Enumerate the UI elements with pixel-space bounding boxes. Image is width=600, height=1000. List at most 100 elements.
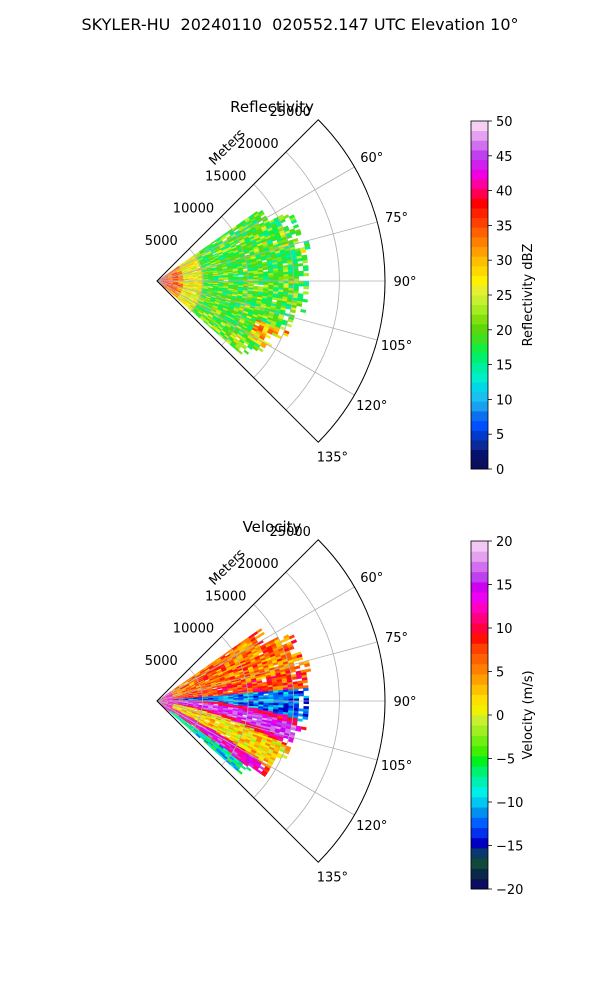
data-bin — [193, 284, 199, 287]
data-bin — [256, 240, 263, 245]
data-bin — [249, 726, 256, 730]
data-bin — [238, 671, 245, 675]
data-bin — [262, 315, 269, 320]
data-bin — [258, 693, 264, 696]
data-bin — [218, 725, 224, 730]
data-bin — [202, 709, 208, 711]
data-bin — [246, 298, 253, 302]
data-bin — [234, 756, 241, 762]
colorbar-tick-label: 25 — [496, 289, 513, 304]
data-bin — [182, 288, 188, 291]
data-bin — [187, 706, 194, 709]
data-bin — [211, 712, 218, 715]
data-bin — [253, 233, 260, 238]
data-bin — [256, 720, 262, 724]
data-bin — [234, 255, 241, 259]
data-bin — [248, 277, 254, 280]
data-bin — [234, 675, 241, 679]
data-bin — [166, 285, 172, 289]
data-bin — [202, 689, 208, 692]
data-bin — [169, 291, 174, 295]
data-bin — [255, 226, 262, 231]
data-bin — [172, 284, 179, 287]
data-bin — [223, 283, 229, 285]
data-bin — [172, 274, 178, 276]
data-bin — [258, 697, 264, 700]
data-bin — [237, 712, 243, 715]
data-bin — [246, 315, 253, 320]
data-bin — [237, 292, 243, 295]
data-bin — [193, 704, 199, 706]
data-bin — [254, 249, 260, 254]
data-bin — [227, 267, 233, 270]
data-bin — [225, 719, 232, 723]
data-bin — [174, 712, 180, 716]
data-bin — [221, 715, 227, 719]
colorbar-swatch — [471, 776, 488, 788]
data-bin — [236, 264, 243, 268]
data-bin — [182, 705, 189, 708]
data-bin — [233, 282, 239, 285]
data-bin — [193, 728, 199, 733]
data-bin — [257, 640, 264, 645]
data-bin — [177, 284, 184, 287]
data-bin — [239, 648, 246, 653]
data-bin — [264, 744, 270, 749]
data-bin — [178, 283, 184, 285]
data-bin — [172, 693, 178, 696]
data-bin — [302, 713, 309, 718]
data-bin — [273, 312, 280, 317]
data-bin — [233, 346, 239, 352]
data-bin — [297, 683, 304, 687]
data-bin — [246, 734, 253, 738]
data-bin — [220, 718, 227, 721]
data-bin — [203, 278, 209, 280]
data-bin — [188, 277, 194, 279]
data-bin — [189, 296, 195, 300]
data-bin — [202, 724, 208, 728]
data-bin — [206, 715, 212, 718]
data-bin — [260, 771, 267, 777]
data-bin — [177, 284, 184, 286]
data-bin — [242, 666, 249, 670]
data-bin — [224, 721, 231, 725]
colorbar-swatch — [471, 878, 488, 890]
data-bin — [235, 746, 241, 752]
data-bin — [216, 238, 222, 243]
data-bin — [219, 323, 225, 329]
data-bin — [297, 295, 304, 300]
data-bin — [200, 715, 207, 718]
data-bin — [278, 647, 285, 652]
data-bin — [191, 686, 197, 690]
data-bin — [207, 268, 213, 271]
data-bin — [194, 251, 200, 256]
data-bin — [255, 216, 262, 222]
data-bin — [298, 281, 304, 284]
data-bin — [293, 703, 299, 707]
data-bin — [216, 264, 223, 268]
data-bin — [215, 237, 221, 242]
data-bin — [252, 746, 259, 751]
data-bin — [248, 223, 254, 228]
data-bin — [238, 727, 245, 732]
data-bin — [275, 653, 282, 658]
data-bin — [272, 647, 279, 652]
data-bin — [183, 279, 189, 281]
data-bin — [177, 286, 183, 289]
data-bin — [191, 310, 197, 315]
data-bin — [230, 244, 237, 249]
data-bin — [238, 278, 244, 280]
data-bin — [191, 688, 197, 691]
data-bin — [172, 286, 178, 290]
data-bin — [176, 287, 183, 291]
data-bin — [258, 324, 265, 329]
data-bin — [255, 341, 262, 346]
data-bin — [185, 722, 191, 727]
data-bin — [208, 705, 214, 708]
colorbar-swatch — [471, 837, 488, 849]
data-bin — [171, 690, 177, 694]
data-bin — [236, 680, 242, 683]
data-bin — [216, 748, 222, 753]
data-bin — [173, 703, 179, 705]
data-bin — [207, 724, 213, 729]
